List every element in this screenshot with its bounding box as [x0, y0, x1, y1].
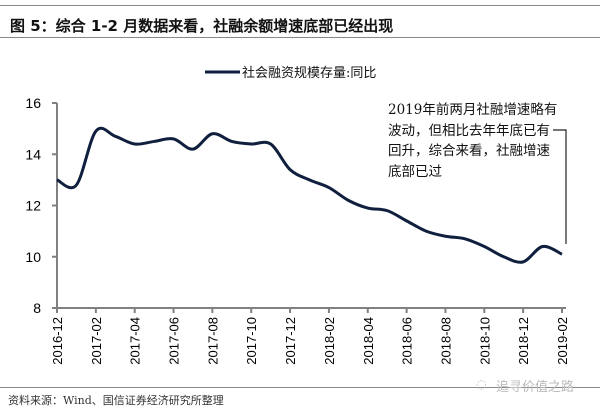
y-tick-label: 8: [33, 300, 41, 316]
x-tick-label: 2018-04: [361, 317, 376, 365]
x-tick-label: 2018-06: [400, 317, 415, 365]
bottom-rule: [0, 387, 600, 388]
x-tick-label: 2016-12: [50, 317, 65, 365]
x-tick-label: 2019-02: [555, 317, 570, 365]
x-tick-label: 2017-06: [167, 317, 182, 365]
wechat-icon: ◌: [476, 377, 487, 391]
x-tick-label: 2018-12: [516, 317, 531, 365]
series-line: [56, 126, 563, 264]
x-tick-label: 2018-08: [438, 317, 453, 365]
source-note: 资料来源：Wind、国信证券经济研究所整理: [8, 394, 224, 407]
annotation-leader-line: [553, 129, 567, 244]
x-tick-label: 2017-04: [128, 317, 143, 365]
figure-title: 图 5：综合 1-2 月数据来看，社融余额增速底部已经出现: [10, 17, 394, 35]
watermark: 追寻价值之路: [496, 380, 575, 395]
y-tick-label: 14: [25, 146, 41, 162]
chart-annotation: 2019年前两月社融增速略有波动，但相比去年年底已有回升，综合来看，社融增速底部…: [388, 102, 558, 180]
y-tick-label: 16: [25, 95, 41, 111]
x-tick-label: 2017-10: [244, 317, 259, 365]
x-tick-label: 2018-10: [477, 317, 492, 365]
legend-label: 社会融资规模存量:同比: [242, 65, 376, 81]
y-tick-label: 10: [25, 249, 41, 265]
x-tick-label: 2017-08: [205, 317, 220, 365]
x-tick-label: 2017-02: [89, 317, 104, 365]
x-tick-label: 2018-02: [322, 317, 337, 365]
title-rule: [0, 37, 600, 38]
top-rule: [0, 5, 600, 6]
x-tick-label: 2017-12: [283, 317, 298, 365]
y-tick-label: 12: [25, 198, 41, 214]
